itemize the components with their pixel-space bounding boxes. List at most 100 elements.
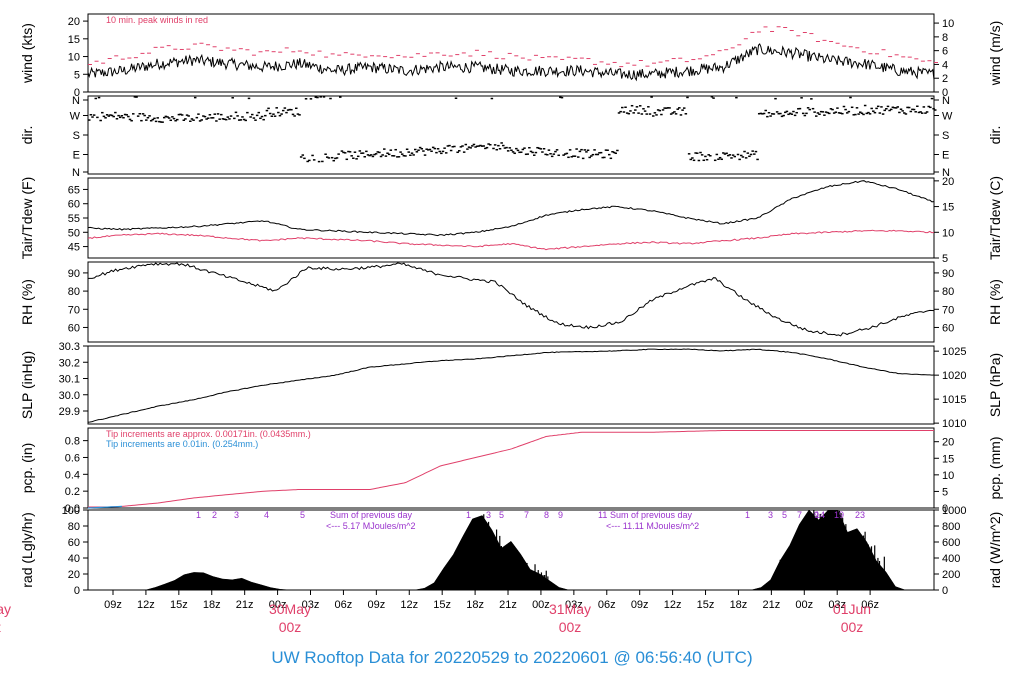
- dir-point: [927, 105, 930, 108]
- dir-point: [135, 96, 138, 98]
- dir-point: [469, 147, 472, 149]
- wind-ytick-right-label: 4: [942, 59, 948, 71]
- dir-point: [343, 152, 347, 154]
- dir-point: [358, 150, 362, 152]
- dir-point: [355, 158, 358, 160]
- dir-point: [665, 107, 668, 109]
- dir-point: [580, 148, 583, 151]
- dir-point: [687, 153, 691, 155]
- dir-point: [107, 115, 111, 117]
- dir-ytick-label: W: [70, 111, 81, 123]
- rh-ytick-right-label: 80: [942, 286, 954, 298]
- dir-point: [932, 107, 935, 110]
- dir-point: [743, 150, 746, 153]
- dir-point: [815, 115, 818, 117]
- dir-point: [396, 156, 399, 158]
- dir-point: [161, 121, 164, 123]
- dir-point: [352, 157, 355, 159]
- dir-point: [487, 143, 490, 145]
- dir-point: [451, 146, 455, 148]
- dir-point: [123, 113, 127, 116]
- dir-point: [718, 156, 722, 159]
- dir-point: [658, 109, 662, 112]
- time-tick-label: 00z: [532, 599, 550, 611]
- dir-point: [146, 116, 150, 119]
- time-tick-label: 18z: [466, 599, 484, 611]
- dir-point: [125, 114, 128, 116]
- dir-point: [726, 154, 730, 157]
- rad-hour-mark: 4: [264, 510, 269, 520]
- dir-point: [831, 108, 834, 111]
- dir-point: [321, 160, 324, 163]
- dir-point: [686, 96, 689, 99]
- rh-frame: [87, 261, 935, 343]
- dir-point: [704, 155, 707, 158]
- dir-point: [736, 153, 740, 156]
- dir-point: [164, 115, 168, 118]
- dir-point: [733, 155, 737, 158]
- dir-point: [656, 109, 660, 111]
- time-tick-label: 03z: [828, 599, 846, 611]
- dir-point: [813, 111, 816, 113]
- dir-point: [366, 154, 370, 156]
- dir-point: [516, 149, 520, 152]
- wind-ytick-label: 20: [68, 16, 80, 28]
- dir-point: [534, 151, 538, 154]
- dir-point: [378, 151, 381, 154]
- dir-point: [149, 119, 153, 122]
- dir-point: [174, 119, 177, 122]
- temp-series-line: [87, 180, 935, 237]
- dir-point: [738, 158, 741, 161]
- dir-point: [234, 111, 238, 114]
- time-tick-label: 06z: [861, 599, 879, 611]
- dir-point: [461, 145, 464, 147]
- dir-point: [526, 153, 529, 155]
- dir-point: [883, 109, 886, 112]
- dir-point: [907, 106, 911, 109]
- dir-ylabel-right: dir.: [987, 126, 1003, 145]
- dir-point: [374, 153, 378, 155]
- dir-point: [581, 157, 585, 160]
- dir-point: [233, 117, 236, 120]
- dir-point: [593, 149, 596, 151]
- time-tick-label: 09z: [104, 599, 122, 611]
- dir-point: [865, 112, 869, 115]
- dir-point: [764, 109, 767, 112]
- dir-point: [909, 110, 913, 113]
- dir-point: [371, 155, 375, 158]
- rad-hour-mark: 9: [558, 510, 563, 520]
- dir-point: [127, 115, 130, 118]
- dir-point: [627, 112, 631, 115]
- dir-point: [433, 147, 437, 150]
- dir-point: [775, 111, 779, 113]
- dir-point: [91, 116, 94, 118]
- pcp-ytick-right-label: 5: [942, 486, 948, 498]
- dir-point: [122, 116, 125, 119]
- rad-hour-mark: 1: [466, 510, 471, 520]
- dir-point: [862, 113, 865, 116]
- dir-point: [798, 107, 802, 110]
- dir-point: [678, 107, 681, 109]
- footer-title: UW Rooftop Data for 20220529 to 20220601…: [271, 648, 753, 667]
- dir-point: [925, 111, 929, 113]
- wind-annotation: 10 min. peak winds in red: [106, 15, 208, 25]
- dir-point: [459, 146, 463, 148]
- slp-ytick-label: 30.3: [59, 341, 80, 353]
- dir-point: [749, 153, 753, 156]
- time-tick-label: 12z: [137, 599, 155, 611]
- dir-point: [630, 104, 634, 107]
- dir-point: [185, 114, 189, 116]
- time-tick-label: 09z: [367, 599, 385, 611]
- dir-point: [485, 146, 489, 149]
- dir-point: [837, 112, 841, 114]
- dir-point: [929, 106, 932, 109]
- pcp-ytick-label: 0.8: [65, 436, 80, 448]
- dir-point: [723, 153, 727, 155]
- dir-point: [885, 108, 888, 110]
- dir-point: [115, 118, 119, 120]
- dir-point: [782, 114, 785, 117]
- time-tick-label: 21z: [762, 599, 780, 611]
- dir-point: [347, 150, 350, 153]
- dir-point: [166, 116, 169, 118]
- dir-point: [717, 158, 720, 160]
